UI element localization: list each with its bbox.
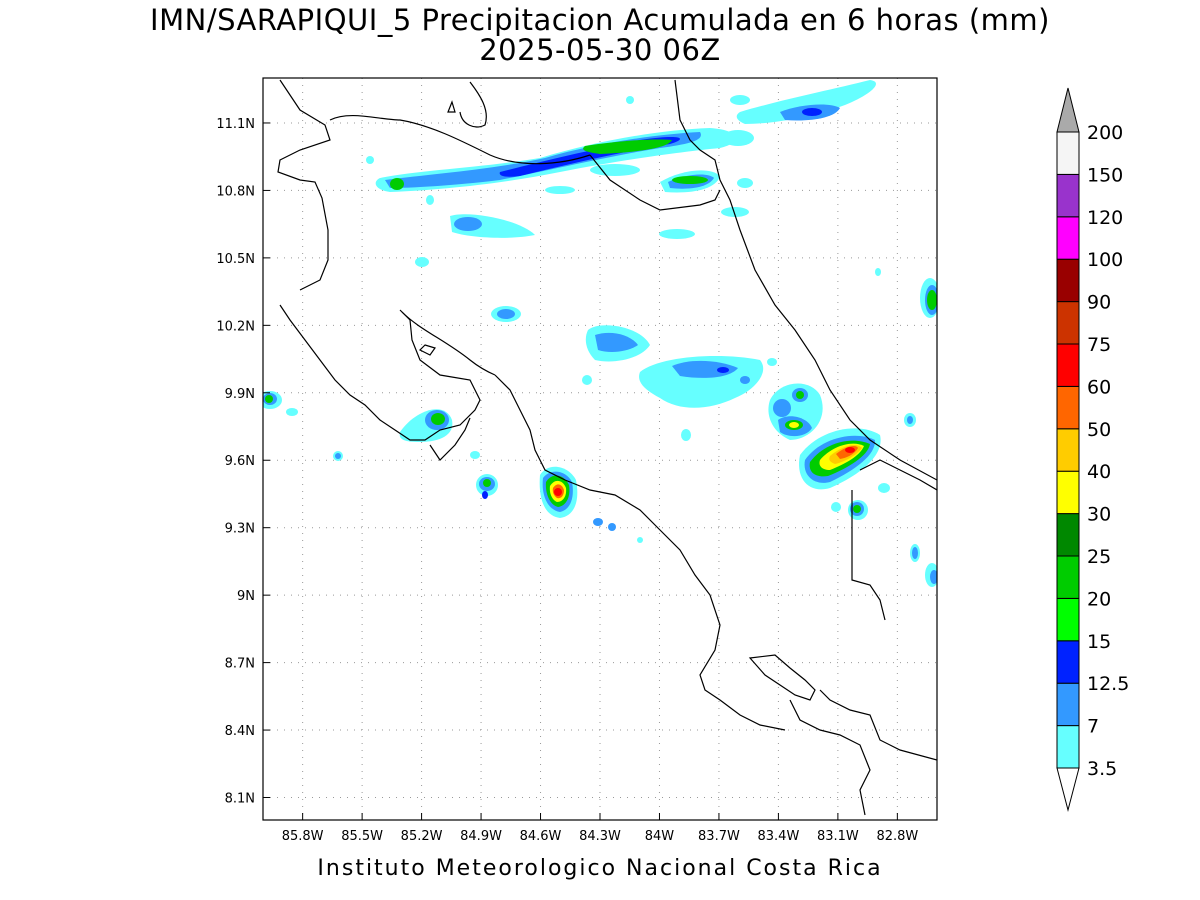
lat-tick-label: 11.1N xyxy=(216,117,255,132)
colorbar-swatch xyxy=(1056,301,1080,345)
colorbar-level-label: 25 xyxy=(1087,546,1111,568)
coastlines xyxy=(277,79,937,816)
precipitation-field xyxy=(263,80,937,587)
colorbar-level-label: 120 xyxy=(1087,207,1123,229)
colorbar-level-label: 12.5 xyxy=(1087,673,1129,695)
lon-tick-label: 84.9W xyxy=(460,829,502,844)
graticule xyxy=(263,78,937,820)
colorbar-swatch xyxy=(1056,470,1080,515)
lat-tick-label: 8.4N xyxy=(225,724,255,739)
lat-tick-label: 8.1N xyxy=(225,792,255,807)
latitude-axis: 11.1N 10.8N 10.5N 10.2N 9.9N 9.6N 9.3N 9N 8.7N 8.… xyxy=(216,117,270,807)
lon-tick-label: 83.7W xyxy=(698,829,740,844)
colorbar-level-label: 90 xyxy=(1087,292,1111,314)
map-datetime: 2025-05-30 06Z xyxy=(479,33,721,67)
longitude-axis: 85.8W 85.5W 85.2W 84.9W 84.6W 84.3W 84W 83.7W 83… xyxy=(282,813,918,844)
colorbar-level-label: 150 xyxy=(1087,164,1123,186)
colorbar-legend: 3.5 7 12.5 15 20 25 30 40 50 60 75 90 100 120 150 200 xyxy=(1056,87,1129,812)
colorbar-overflow-arrow xyxy=(1056,87,1080,133)
colorbar-swatch xyxy=(1056,682,1080,727)
lat-tick-label: 10.2N xyxy=(216,319,255,334)
colorbar-swatch xyxy=(1056,131,1080,175)
colorbar-swatch xyxy=(1056,640,1080,684)
colorbar-swatch xyxy=(1056,216,1080,260)
colorbar-level-label: 200 xyxy=(1087,122,1123,144)
lon-tick-label: 85.8W xyxy=(282,829,324,844)
lat-tick-label: 9N xyxy=(237,589,255,604)
lon-tick-label: 84.6W xyxy=(520,829,562,844)
colorbar-level-label: 60 xyxy=(1087,376,1111,398)
colorbar-level-label: 15 xyxy=(1087,631,1111,653)
colorbar-swatch xyxy=(1056,173,1080,218)
lat-tick-label: 10.8N xyxy=(216,184,255,199)
map-title: IMN/SARAPIQUI_5 Precipitacion Acumulada … xyxy=(150,3,1050,37)
colorbar-swatch xyxy=(1056,597,1080,642)
colorbar-level-label: 20 xyxy=(1087,588,1111,610)
colorbar-level-label: 30 xyxy=(1087,504,1111,526)
lat-tick-label: 9.6N xyxy=(225,454,255,469)
lat-tick-label: 10.5N xyxy=(216,252,255,267)
colorbar-swatch xyxy=(1056,385,1080,430)
lon-tick-label: 84.3W xyxy=(579,829,621,844)
colorbar-level-label: 50 xyxy=(1087,419,1111,441)
colorbar-swatch xyxy=(1056,725,1080,769)
lon-tick-label: 83.1W xyxy=(817,829,859,844)
colorbar-swatch xyxy=(1056,258,1080,303)
colorbar-level-label: 3.5 xyxy=(1087,758,1117,780)
colorbar-swatch xyxy=(1056,343,1080,387)
lon-tick-label: 85.2W xyxy=(401,829,443,844)
colorbar-swatch xyxy=(1056,513,1080,557)
lat-tick-label: 9.9N xyxy=(225,387,255,402)
colorbar-underflow-arrow xyxy=(1056,767,1080,812)
lon-tick-label: 85.5W xyxy=(341,829,383,844)
lat-tick-label: 9.3N xyxy=(225,522,255,537)
colorbar-level-label: 40 xyxy=(1087,461,1111,483)
lon-tick-label: 82.8W xyxy=(876,829,918,844)
colorbar-swatch xyxy=(1056,555,1080,599)
colorbar-level-label: 100 xyxy=(1087,249,1123,271)
footer-credit: Instituto Meteorologico Nacional Costa R… xyxy=(317,856,883,881)
colorbar-level-label: 75 xyxy=(1087,334,1111,356)
colorbar-swatch xyxy=(1056,428,1080,472)
lon-tick-label: 83.4W xyxy=(758,829,800,844)
lat-tick-label: 8.7N xyxy=(225,657,255,672)
lon-tick-label: 84W xyxy=(645,829,675,844)
colorbar-level-label: 7 xyxy=(1087,716,1099,738)
